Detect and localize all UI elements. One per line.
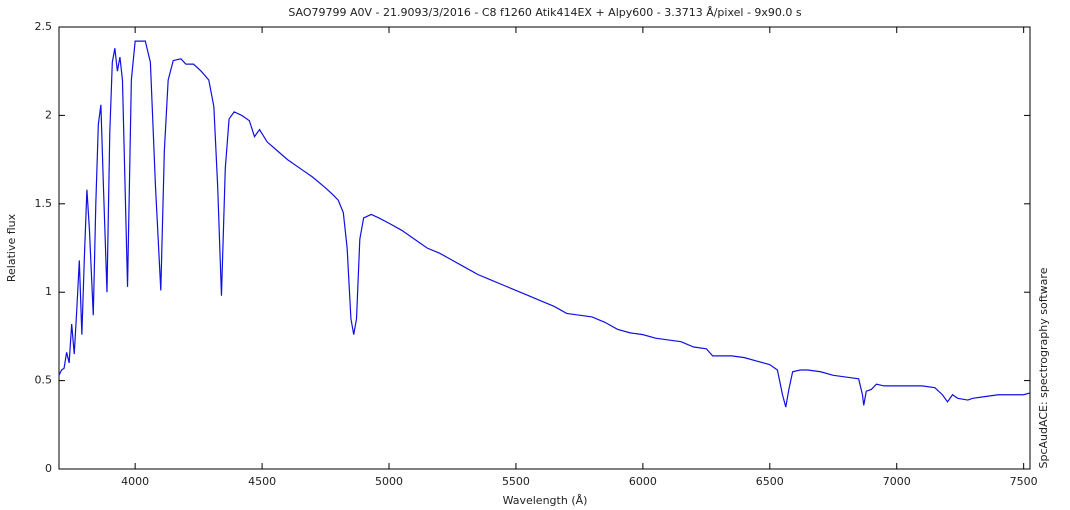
y-tick-label: 2 (45, 108, 52, 121)
x-axis-label: Wavelength (Å) (503, 494, 588, 507)
y-tick-label: 0 (45, 462, 52, 475)
spectrum-line (58, 40, 1031, 408)
x-tick-label: 6500 (756, 475, 784, 488)
x-tick-label: 5000 (375, 475, 403, 488)
y-tick-label: 1.5 (35, 197, 53, 210)
plot-frame (58, 26, 1031, 470)
chart-title: SAO79799 A0V - 21.9093/3/2016 - C8 f1260… (288, 6, 802, 19)
y-tick-label: 1 (45, 285, 52, 298)
x-tick-label: 7500 (1010, 475, 1038, 488)
y-tick-label: 0.5 (35, 374, 53, 387)
x-tick-label: 4500 (248, 475, 276, 488)
x-tick-label: 6000 (629, 475, 657, 488)
x-tick-label: 7000 (883, 475, 911, 488)
x-tick-label: 4000 (121, 475, 149, 488)
y-tick-label: 2.5 (35, 20, 53, 33)
y-axis-label: Relative flux (5, 213, 18, 282)
x-tick-label: 5500 (502, 475, 530, 488)
side-label: SpcAudACE: spectrography software (1037, 267, 1050, 468)
